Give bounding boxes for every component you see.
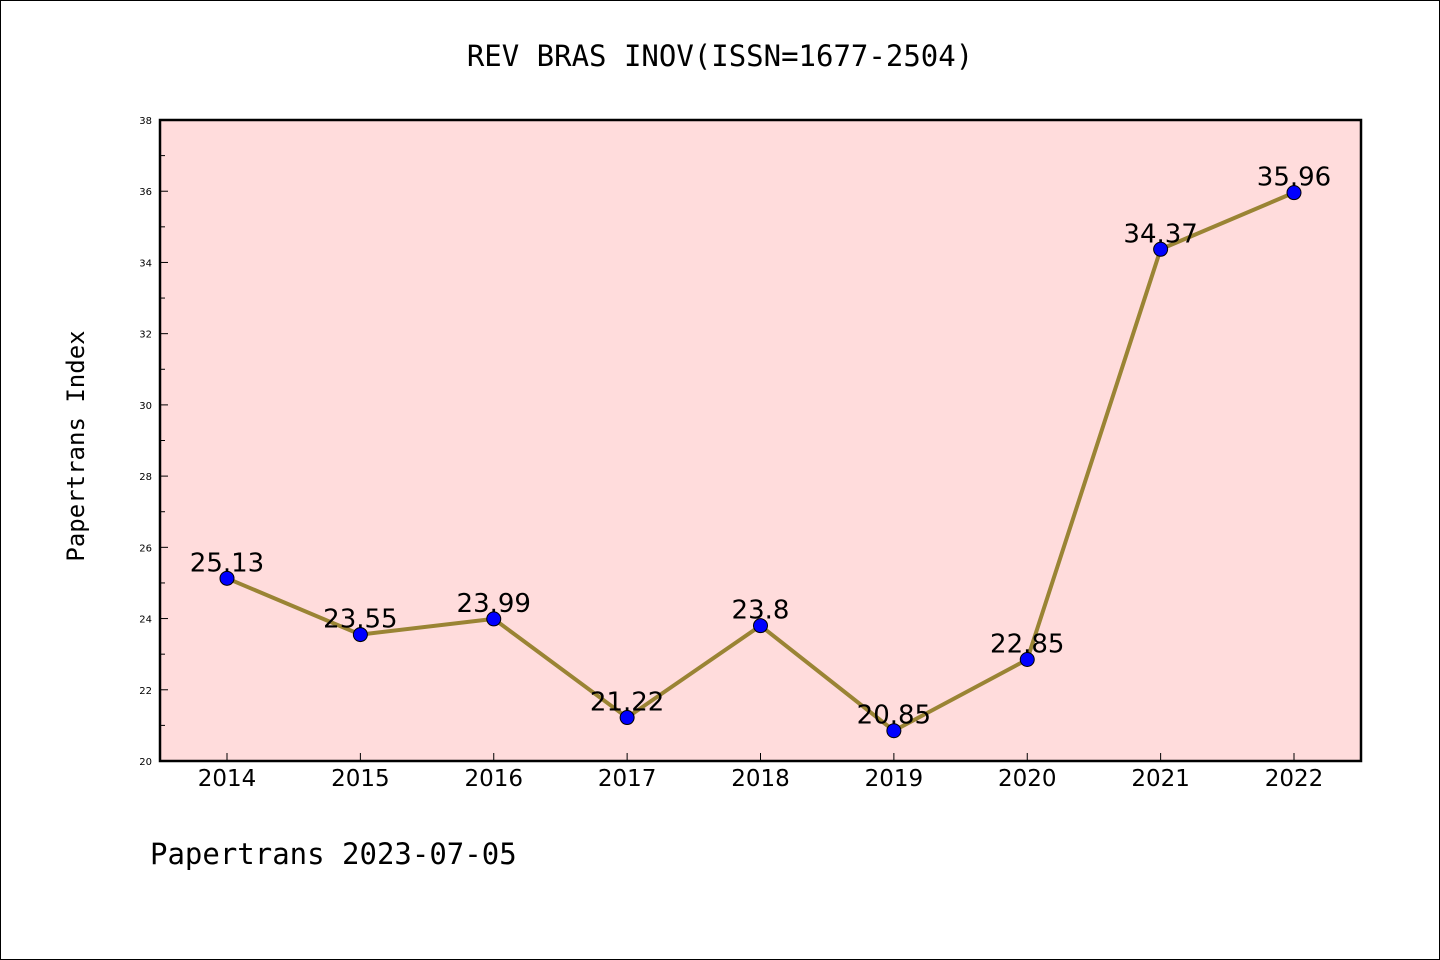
y-tick-label-22: 22: [139, 686, 152, 697]
x-tick-label-2019: 2019: [865, 766, 924, 792]
data-point-2020: [1019, 652, 1035, 668]
data-point-2017: [619, 710, 635, 726]
data-label-2022: 35.96: [1257, 163, 1331, 193]
y-tick-label-24: 24: [139, 615, 152, 626]
y-tick-label-32: 32: [139, 330, 152, 341]
x-tick-label-2017: 2017: [598, 766, 657, 792]
data-label-2018: 23.8: [732, 596, 790, 626]
y-tick-label-28: 28: [139, 472, 152, 483]
data-point-2016: [486, 611, 502, 627]
data-point-2019: [886, 723, 902, 739]
y-tick-label-36: 36: [139, 187, 152, 198]
y-axis-label: Papertrans Index: [62, 330, 90, 561]
data-label-2021: 34.37: [1123, 219, 1197, 249]
source-stamp: Papertrans 2023-07-05: [150, 837, 517, 871]
x-tick-label-2018: 2018: [731, 766, 790, 792]
plot-area: [158, 118, 1363, 763]
chart-title: REV BRAS INOV(ISSN=1677-2504): [467, 39, 973, 73]
x-tick-label-2015: 2015: [331, 766, 390, 792]
data-label-2014: 25.13: [190, 548, 264, 578]
data-label-2020: 22.85: [990, 630, 1064, 660]
y-tick-label-30: 30: [139, 401, 152, 412]
data-point-2022: [1286, 185, 1302, 201]
x-tick-label-2022: 2022: [1265, 766, 1324, 792]
data-point-2014: [219, 570, 235, 586]
data-point-2015: [352, 627, 368, 643]
x-tick-label-2014: 2014: [198, 766, 257, 792]
data-label-2017: 21.22: [590, 688, 664, 718]
data-label-2016: 23.99: [457, 589, 531, 619]
x-tick-label-2020: 2020: [998, 766, 1057, 792]
y-axis: 20 22 24 26 28 30 32 34 36 38: [139, 116, 168, 768]
x-axis: 2014 2015 2016 2017 2018 2019 2020 2021 2022: [198, 753, 1324, 792]
y-tick-label-20: 20: [139, 757, 152, 768]
data-label-2015: 23.55: [323, 605, 397, 635]
data-point-2018: [753, 618, 768, 634]
y-tick-label-26: 26: [139, 543, 152, 554]
y-tick-label-34: 34: [139, 258, 152, 269]
data-point-2021: [1153, 241, 1169, 257]
series-line-group: 25.13 23.55 23.99 21.22 23.8 20.85 22.85 34.37 3…: [190, 163, 1331, 739]
x-tick-label-2021: 2021: [1131, 766, 1190, 792]
y-tick-label-38: 38: [139, 116, 152, 127]
data-label-2019: 20.85: [857, 701, 931, 731]
x-tick-label-2016: 2016: [464, 766, 523, 792]
